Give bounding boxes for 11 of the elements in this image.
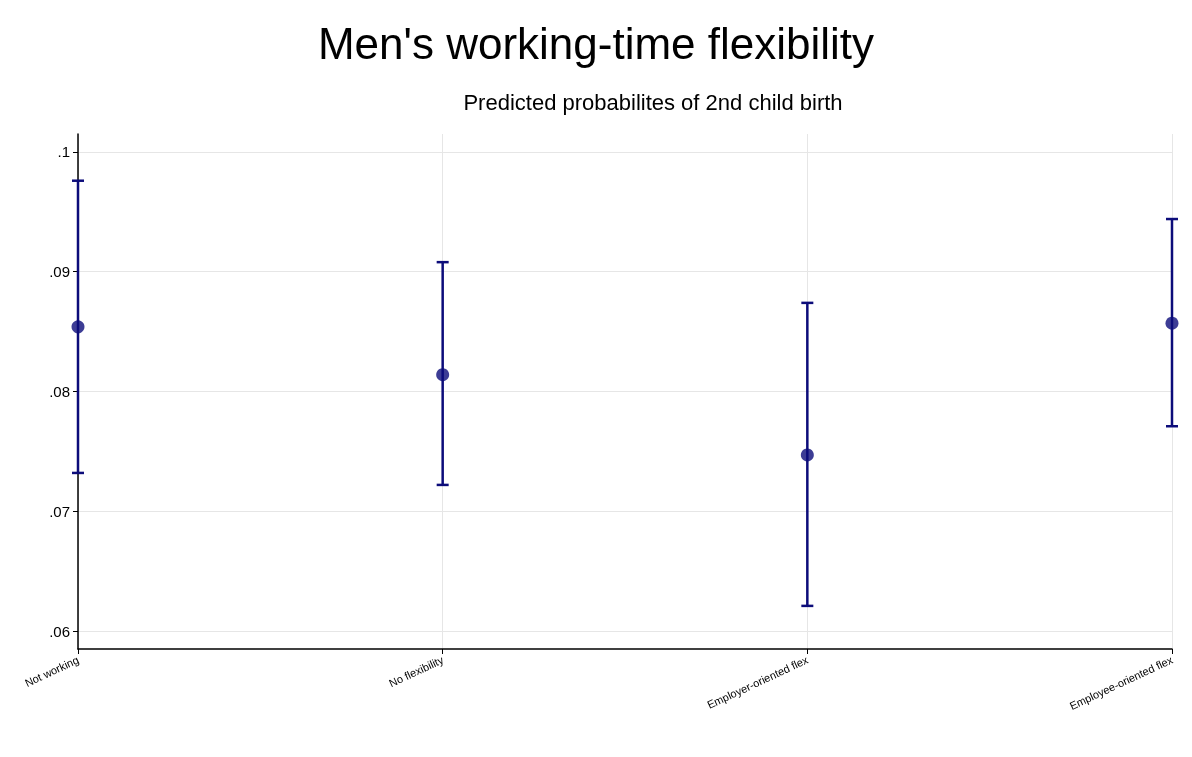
y-tick-label: .09 bbox=[49, 263, 70, 281]
y-tick-label: .06 bbox=[49, 622, 70, 640]
chart-title: Men's working-time flexibility bbox=[317, 18, 875, 68]
y-tick-label: .08 bbox=[49, 383, 70, 400]
point bbox=[71, 320, 85, 334]
chart-subtitle: Predicted probabilites of 2nd child birth bbox=[463, 89, 843, 115]
point bbox=[1165, 316, 1179, 330]
y-tick-label: .1 bbox=[57, 143, 70, 161]
point bbox=[436, 368, 450, 382]
y-tick-label: .07 bbox=[49, 502, 70, 520]
point bbox=[800, 448, 814, 462]
